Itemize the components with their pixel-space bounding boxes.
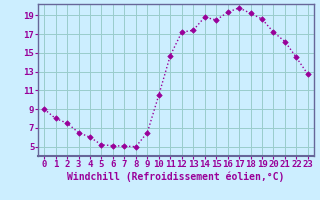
X-axis label: Windchill (Refroidissement éolien,°C): Windchill (Refroidissement éolien,°C) [67,172,285,182]
